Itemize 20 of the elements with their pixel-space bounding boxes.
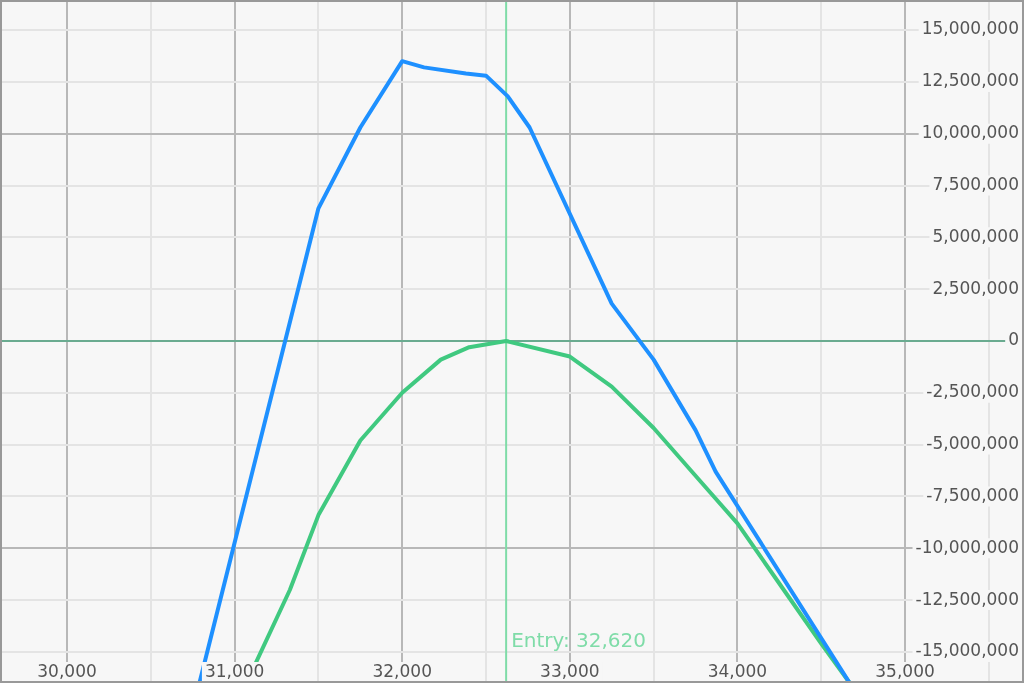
y-tick-label: -5,000,000: [926, 433, 1019, 454]
y-tick-label: 0: [1008, 329, 1019, 350]
y-tick-label: -12,500,000: [915, 588, 1019, 609]
x-tick-label: 32,000: [372, 660, 432, 681]
y-tick-label: -10,000,000: [915, 536, 1019, 557]
y-tick-label: -7,500,000: [926, 484, 1019, 505]
y-tick-label: -2,500,000: [926, 381, 1019, 402]
ref-line-label: Entry: 32,620: [511, 628, 646, 652]
x-tick-label: 33,000: [540, 660, 600, 681]
x-tick-label: 30,000: [37, 660, 97, 681]
y-tick-label: 5,000,000: [932, 225, 1019, 246]
y-tick-label: 15,000,000: [921, 18, 1019, 39]
y-tick-label: -15,000,000: [915, 640, 1019, 661]
x-tick-label: 35,000: [875, 660, 935, 681]
y-tick-label: 12,500,000: [921, 70, 1019, 91]
y-tick-label: 2,500,000: [932, 277, 1019, 298]
x-tick-label: 34,000: [707, 660, 768, 681]
y-tick-label: 10,000,000: [921, 122, 1019, 143]
y-tick-label: 7,500,000: [932, 173, 1019, 194]
x-tick-label: 31,000: [204, 660, 265, 681]
